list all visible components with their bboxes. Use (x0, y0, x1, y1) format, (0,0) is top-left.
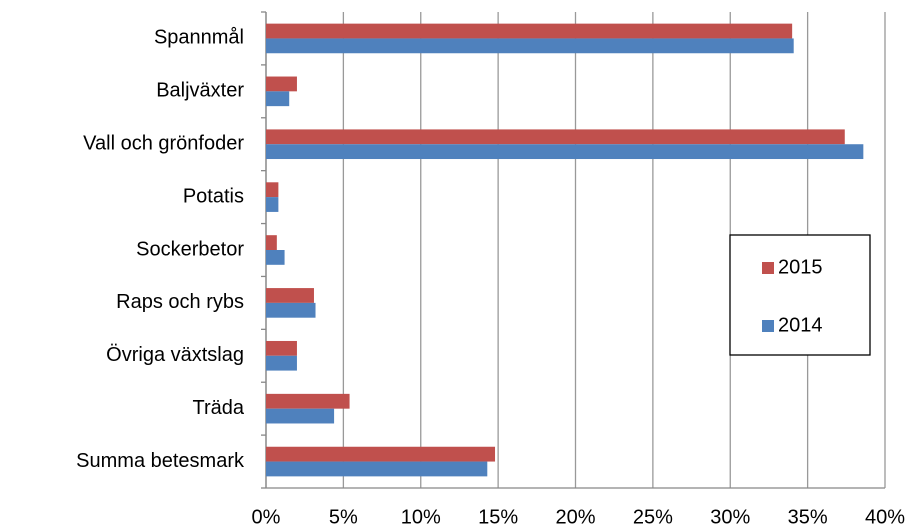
bar (266, 408, 335, 424)
y-tick-label: Spannmål (154, 27, 244, 49)
legend-label: 2015 (778, 256, 823, 278)
x-tick-label: 30% (710, 506, 750, 528)
x-tick-label: 5% (329, 506, 358, 528)
x-tick-label: 25% (633, 506, 673, 528)
bar (266, 461, 488, 477)
y-tick-label: Övriga växtslag (106, 344, 244, 366)
x-tick-label: 40% (865, 506, 905, 528)
bar (266, 340, 297, 356)
y-tick-label: Summa betesmark (76, 450, 245, 472)
bar (266, 355, 297, 371)
legend-box (729, 234, 871, 356)
bar (266, 302, 316, 318)
y-tick-label: Baljväxter (156, 80, 244, 102)
x-tick-label: 0% (252, 506, 281, 528)
x-tick-label: 15% (478, 506, 518, 528)
legend-swatch (762, 262, 774, 274)
y-tick-label: Vall och grönfoder (83, 133, 244, 155)
bar (266, 235, 277, 250)
y-tick-label: Sockerbetor (136, 238, 244, 260)
bar (266, 23, 793, 39)
bar (266, 76, 297, 92)
x-tick-label: 35% (788, 506, 828, 528)
y-tick-label: Potatis (183, 185, 244, 207)
legend-label: 2014 (778, 314, 823, 336)
x-tick-label: 10% (401, 506, 441, 528)
bar (266, 446, 496, 462)
y-tick-label: Raps och rybs (116, 291, 244, 313)
x-tick-label: 20% (555, 506, 595, 528)
bar (266, 38, 794, 54)
bar (266, 91, 290, 107)
legend-swatch (762, 320, 774, 332)
bar (266, 250, 285, 265)
bar (266, 129, 845, 145)
bar (266, 144, 864, 160)
bar (266, 393, 350, 409)
bar (266, 182, 279, 198)
bar (266, 288, 314, 303)
bar (266, 197, 279, 212)
y-tick-label: Träda (192, 397, 244, 419)
